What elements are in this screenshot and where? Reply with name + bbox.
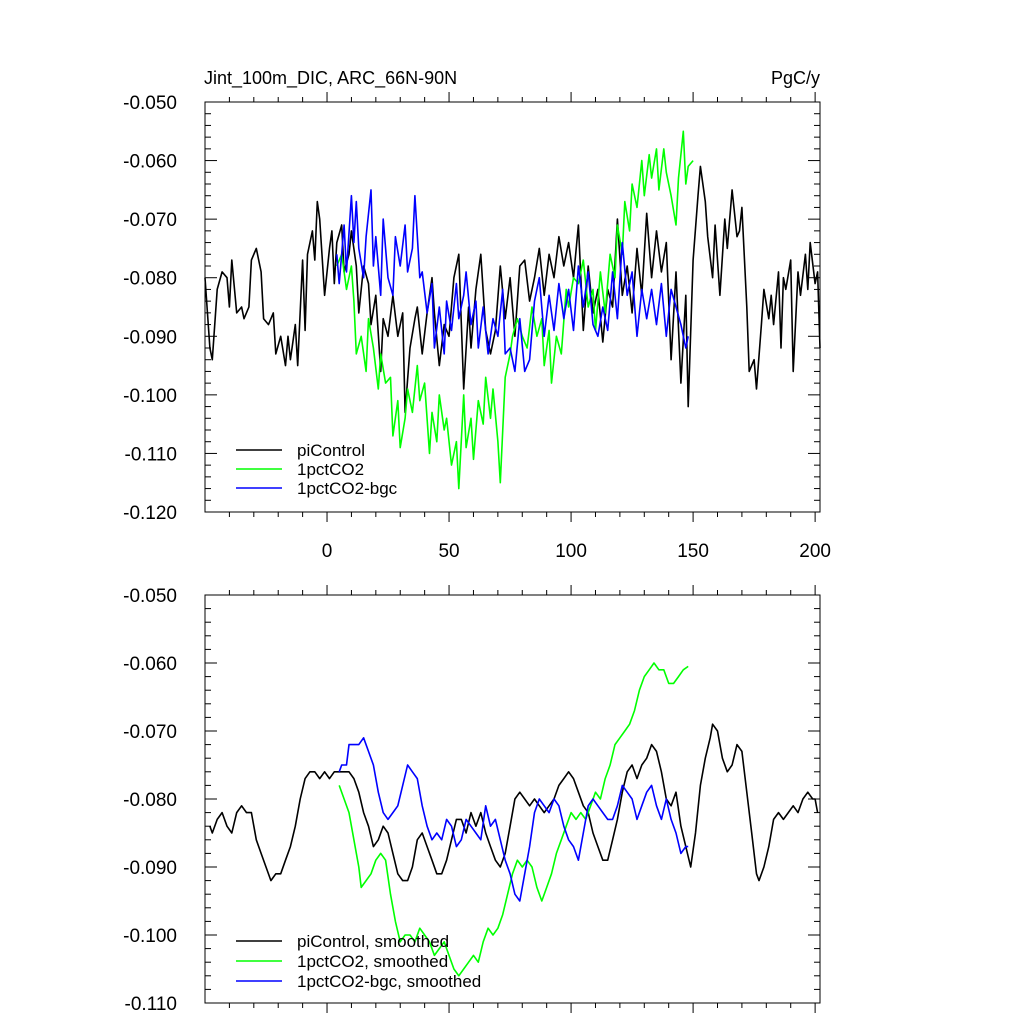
y-tick-label: -0.070	[123, 722, 177, 743]
series-line-1pctco2-smoothed	[338, 662, 689, 977]
top-series-group	[204, 130, 821, 490]
y-tick-label: -0.100	[123, 926, 177, 947]
chart-title: Jint_100m_DIC, ARC_66N-90N	[204, 68, 457, 89]
legend-label: piControl, smoothed	[297, 932, 449, 951]
y-tick-label: -0.060	[123, 654, 177, 675]
legend-label: 1pctCO2-bgc	[297, 479, 398, 498]
series-line-1pctco2	[336, 130, 694, 490]
legend-label: 1pctCO2, smoothed	[297, 952, 448, 971]
series-line-1pctco2-bgc	[336, 189, 689, 373]
x-tick-label: 100	[555, 541, 587, 562]
y-tick-label: -0.080	[123, 790, 177, 811]
x-tick-label: 200	[799, 541, 831, 562]
y-tick-label: -0.080	[123, 269, 177, 290]
y-tick-label: -0.090	[123, 327, 177, 348]
series-line-1pctco2-bgc-smoothed	[338, 736, 689, 902]
top-panel: Jint_100m_DIC, ARC_66N-90N PgC/y -0.050-…	[123, 68, 831, 562]
y-tick-label: -0.120	[123, 503, 177, 524]
series-line-picontrol-smoothed	[209, 723, 819, 882]
y-tick-label: -0.090	[123, 858, 177, 879]
series-line-picontrol	[204, 165, 821, 414]
legend-label: 1pctCO2-bgc, smoothed	[297, 972, 481, 991]
x-tick-label: 50	[438, 541, 459, 562]
y-tick-label: -0.100	[123, 386, 177, 407]
x-tick-label: 150	[677, 541, 709, 562]
bottom-series-group	[209, 662, 819, 977]
top-axes: -0.050 -0.060 -0.070 -0.080 -0.090 -0.100 -0.1…	[123, 92, 831, 562]
y-tick-label: -0.110	[125, 444, 177, 465]
y-tick-label: -0.050	[123, 93, 177, 114]
y-tick-label: -0.060	[123, 152, 177, 173]
y-tick-label: -0.050	[123, 586, 177, 607]
bottom-panel: -0.050 -0.060 -0.070 -0.080 -0.090 -0.100 -0.1…	[123, 585, 821, 1015]
legend-label: 1pctCO2	[297, 460, 364, 479]
bottom-axes: -0.050 -0.060 -0.070 -0.080 -0.090 -0.100 -0.1…	[123, 585, 821, 1015]
x-tick-label: 0	[322, 541, 333, 562]
units-label: PgC/y	[771, 68, 820, 88]
legend-label: piControl	[297, 441, 365, 460]
y-tick-label: -0.110	[125, 994, 177, 1015]
y-tick-label: -0.070	[123, 210, 177, 231]
plot-frame	[204, 101, 821, 513]
